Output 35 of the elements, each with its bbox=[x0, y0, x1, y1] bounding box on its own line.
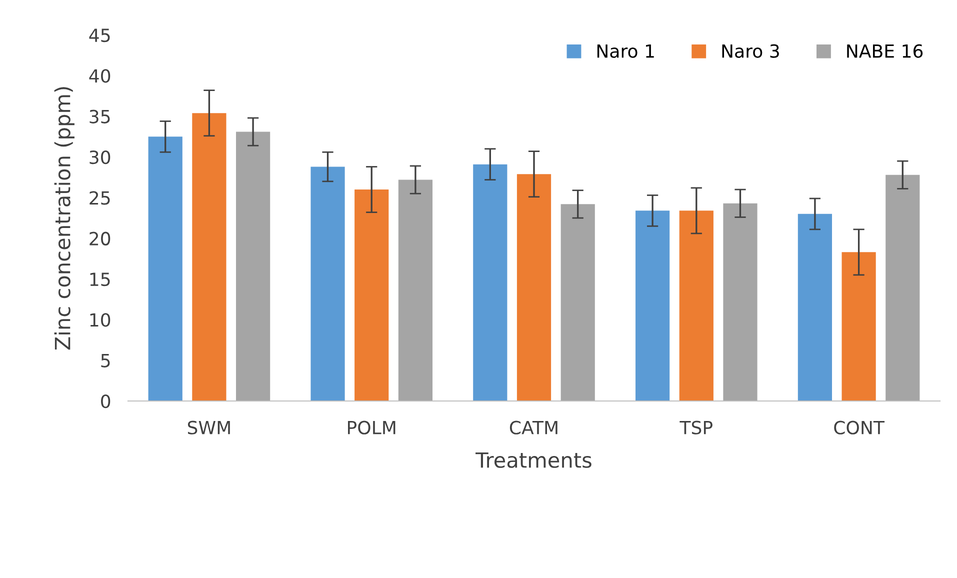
y-tick-label: 25 bbox=[90, 191, 110, 205]
y-tick-label: 15 bbox=[90, 272, 110, 286]
y-axis-title: Zinc concentration (ppm) bbox=[54, 87, 74, 350]
bar bbox=[886, 174, 920, 401]
y-tick-label: 35 bbox=[90, 110, 110, 124]
x-tick-label: CONT bbox=[834, 420, 885, 434]
bar bbox=[236, 132, 270, 401]
x-tick-label: SWM bbox=[188, 420, 230, 434]
x-tick-label: TSP bbox=[680, 420, 712, 434]
bar bbox=[148, 136, 182, 401]
bar bbox=[310, 166, 345, 401]
y-tick-label: 20 bbox=[90, 232, 110, 246]
x-axis-title: Treatments bbox=[476, 452, 592, 468]
y-tick-label: 0 bbox=[101, 394, 110, 408]
bar bbox=[560, 204, 595, 401]
y-tick-label: 40 bbox=[89, 69, 110, 83]
y-tick-label: 10 bbox=[90, 313, 110, 327]
bar bbox=[723, 203, 758, 401]
x-tick-label: CATM bbox=[510, 420, 558, 434]
bar bbox=[398, 180, 432, 401]
legend-label: NABE 16 bbox=[847, 44, 923, 58]
y-tick-label: 5 bbox=[101, 354, 110, 368]
bar bbox=[636, 210, 670, 401]
bar bbox=[473, 164, 508, 401]
y-tick-label: 30 bbox=[90, 150, 110, 164]
bar bbox=[516, 174, 552, 401]
legend-label: Naro 3 bbox=[722, 44, 779, 58]
bar bbox=[842, 252, 876, 401]
bar bbox=[679, 210, 714, 401]
bar bbox=[798, 214, 832, 401]
y-tick-label: 45 bbox=[89, 28, 110, 42]
bar bbox=[192, 113, 226, 401]
legend-label: Naro 1 bbox=[597, 44, 654, 58]
x-tick-label: POLM bbox=[348, 420, 396, 434]
bar bbox=[354, 190, 389, 401]
